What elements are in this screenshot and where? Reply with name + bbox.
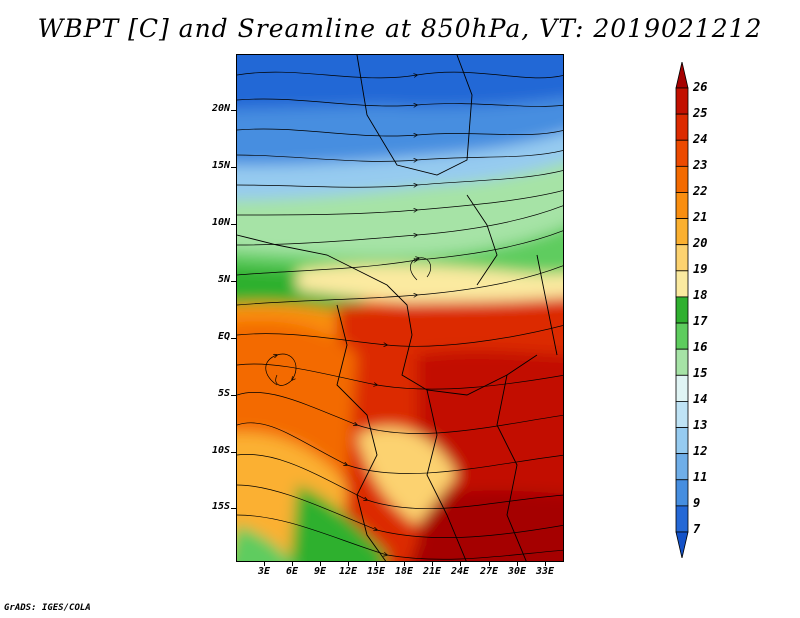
colorbar-label: 13 (693, 418, 708, 432)
colorbar-segment (675, 218, 689, 246)
map-panel (236, 54, 564, 562)
wbpt-shading (237, 55, 563, 561)
lon-label: 21E (422, 566, 442, 577)
lon-label: 30E (507, 566, 527, 577)
colorbar-label: 21 (693, 210, 708, 224)
colorbar-label: 9 (693, 496, 701, 510)
lat-tick (231, 110, 236, 111)
map-title: WBPT [C] and Sreamline at 850hPa, VT: 20… (37, 14, 763, 43)
lon-tick (545, 562, 546, 566)
colorbar-label: 22 (693, 184, 708, 198)
lat-label: 5N (217, 274, 230, 285)
colorbar-segment (675, 87, 689, 115)
colorbar-label: 23 (693, 158, 708, 172)
colorbar-segments (675, 62, 689, 558)
colorbar-segment (675, 322, 689, 350)
colorbar-segment (675, 427, 689, 455)
lon-tick (348, 562, 349, 566)
colorbar-segment (675, 348, 689, 376)
lat-label: 10S (211, 445, 230, 456)
colorbar-segment (675, 113, 689, 141)
colorbar-label: 24 (693, 132, 708, 146)
colorbar-label: 17 (693, 314, 708, 328)
lon-label: 27E (479, 566, 499, 577)
colorbar-label: 14 (693, 392, 708, 406)
lon-tick (460, 562, 461, 566)
colorbar-segment (675, 165, 689, 193)
grads-credit: GrADS: IGES/COLA (4, 603, 91, 613)
lat-tick (231, 338, 236, 339)
lon-label: 33E (535, 566, 555, 577)
lat-label: 15N (211, 160, 230, 171)
colorbar-segment (675, 62, 689, 89)
colorbar-segment (675, 374, 689, 402)
lon-label: 9E (313, 566, 327, 577)
lat-tick (231, 224, 236, 225)
lon-tick (432, 562, 433, 566)
lon-label: 6E (285, 566, 299, 577)
lon-tick (264, 562, 265, 566)
country-borders (237, 55, 558, 561)
colorbar-segment (675, 244, 689, 272)
map-plot-svg (237, 55, 563, 561)
colorbar-label: 15 (693, 366, 708, 380)
lat-label: 10N (211, 217, 230, 228)
colorbar-segment (675, 139, 689, 167)
lat-tick (231, 508, 236, 509)
lon-tick (292, 562, 293, 566)
colorbar-segment (675, 192, 689, 219)
lon-tick (376, 562, 377, 566)
lon-label: 24E (450, 566, 470, 577)
colorbar-segment (675, 505, 689, 533)
colorbar-segment (675, 270, 689, 298)
colorbar-segment (675, 453, 689, 481)
colorbar-label: 16 (693, 340, 708, 354)
colorbar-label: 26 (693, 80, 708, 94)
lon-label: 12E (338, 566, 358, 577)
lat-tick (231, 395, 236, 396)
colorbar (675, 62, 689, 558)
lon-label: 3E (257, 566, 271, 577)
colorbar-label: 20 (693, 236, 708, 250)
colorbar-label: 18 (693, 288, 708, 302)
streamlines (237, 71, 563, 560)
colorbar-segment (675, 296, 689, 324)
lon-tick (517, 562, 518, 566)
lon-tick (489, 562, 490, 566)
colorbar-label: 12 (693, 444, 708, 458)
colorbar-label: 7 (693, 522, 701, 536)
lat-label: 20N (211, 103, 230, 114)
colorbar-segment (675, 531, 689, 558)
lat-label: EQ (217, 331, 230, 342)
lat-tick (231, 452, 236, 453)
colorbar-label: 19 (693, 262, 708, 276)
lon-tick (404, 562, 405, 566)
colorbar-segment (675, 401, 689, 428)
lat-tick (231, 167, 236, 168)
lon-tick (320, 562, 321, 566)
lat-tick (231, 281, 236, 282)
colorbar-label: 25 (693, 106, 708, 120)
colorbar-segment (675, 479, 689, 507)
lon-label: 18E (394, 566, 414, 577)
lat-label: 5S (217, 388, 230, 399)
lat-label: 15S (211, 501, 230, 512)
lon-label: 15E (366, 566, 386, 577)
colorbar-label: 11 (693, 470, 708, 484)
